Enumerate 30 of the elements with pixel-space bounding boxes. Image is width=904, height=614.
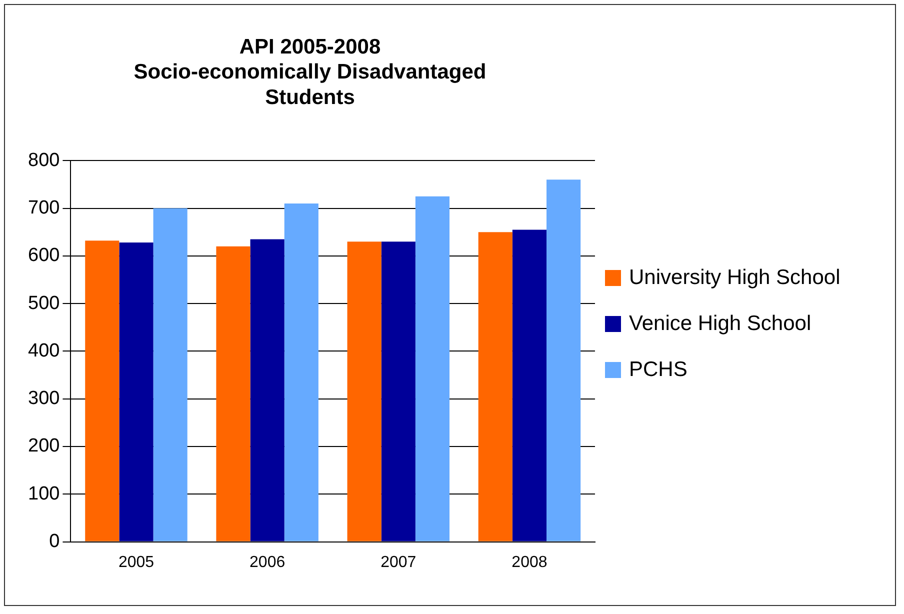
chart-subtitle: Socio-economically Disadvantaged Students: [134, 60, 486, 109]
bar: [216, 246, 250, 542]
y-tick-label: 300: [28, 388, 60, 410]
x-tick-label: 2007: [380, 554, 416, 571]
y-tick-label: 400: [28, 340, 60, 362]
x-tick-label: 2006: [250, 554, 286, 571]
y-tick-label: 500: [28, 292, 60, 314]
bar: [250, 239, 284, 542]
x-tick-label: 2008: [512, 554, 548, 571]
bar: [512, 230, 547, 542]
legend-label: University High School: [629, 266, 840, 290]
bar: [347, 242, 382, 542]
legend-label: Venice High School: [629, 312, 812, 336]
legend-label: PCHS: [629, 358, 688, 382]
bar: [478, 232, 512, 542]
y-tick-label: 200: [28, 436, 60, 457]
bar: [85, 240, 120, 542]
bar: [153, 208, 188, 542]
y-tick-label: 100: [28, 483, 60, 504]
y-tick-label: 800: [28, 150, 60, 171]
bar: [284, 203, 318, 542]
bar: [415, 196, 450, 542]
y-tick-label: 0: [49, 531, 60, 552]
y-tick-label: 600: [28, 245, 60, 266]
bar: [119, 242, 154, 542]
chart-title: API 2005-2008: [239, 35, 381, 58]
bar: [546, 180, 581, 542]
bar: [381, 242, 416, 542]
x-tick-label: 2005: [118, 554, 154, 571]
y-tick-label: 700: [28, 197, 60, 218]
